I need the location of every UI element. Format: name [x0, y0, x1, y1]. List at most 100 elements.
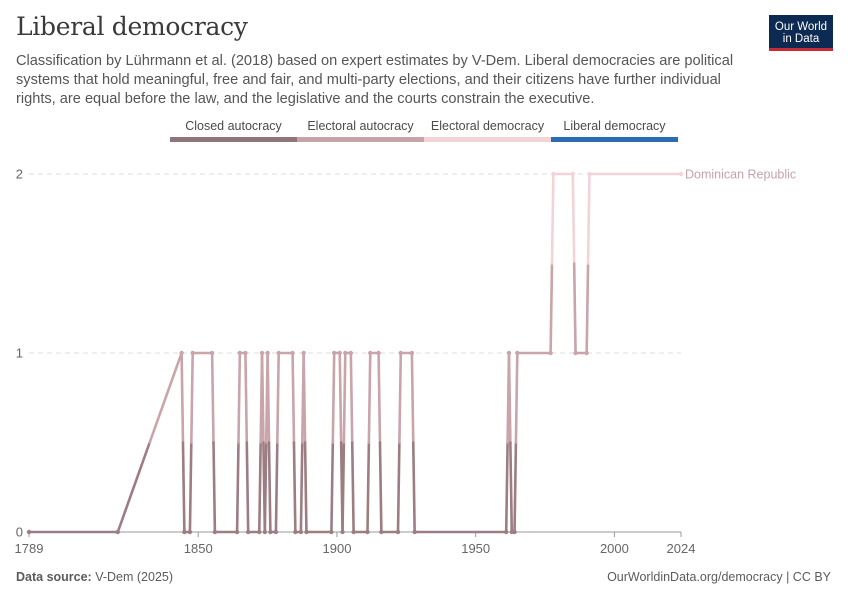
- data-point: [245, 529, 251, 535]
- series-segment: [377, 351, 382, 444]
- series-segment: [398, 351, 403, 444]
- legend-label: Closed autocracy: [185, 119, 282, 133]
- data-source: Data source: V-Dem (2025): [16, 570, 173, 584]
- data-point: [276, 350, 281, 356]
- legend-swatch: [170, 137, 297, 142]
- series-segment: [237, 351, 242, 444]
- series-segment: [572, 262, 577, 355]
- data-point: [179, 350, 184, 356]
- series-segment: [292, 441, 297, 534]
- series-segment: [367, 351, 372, 444]
- series-segment: [245, 441, 250, 534]
- data-point: [504, 529, 509, 535]
- data-point: [551, 171, 556, 177]
- data-point: [298, 529, 304, 535]
- logo-line-1: Our World: [774, 21, 828, 33]
- legend-item-closed-autocracy[interactable]: Closed autocracy: [170, 119, 297, 147]
- series-segment: [235, 441, 240, 534]
- legend-swatch: [551, 137, 678, 142]
- owid-logo[interactable]: Our World in Data: [769, 15, 833, 51]
- legend-item-electoral-democracy[interactable]: Electoral democracy: [424, 119, 551, 147]
- data-point: [343, 350, 348, 356]
- x-tick-label: 1850: [184, 541, 213, 556]
- series-segment: [514, 351, 519, 444]
- data-point: [262, 529, 268, 535]
- series-segment: [266, 351, 271, 444]
- data-point: [548, 350, 553, 356]
- series-segment: [116, 441, 151, 534]
- data-point: [570, 171, 575, 177]
- logo-line-2: in Data: [782, 33, 820, 45]
- series-segment: [585, 262, 590, 355]
- series-segment: [571, 172, 576, 265]
- data-point: [329, 529, 334, 535]
- data-point: [290, 350, 295, 356]
- series-segment: [291, 351, 296, 444]
- data-point: [237, 350, 243, 356]
- data-point: [293, 529, 298, 535]
- data-point: [412, 529, 417, 535]
- series-segment: [276, 351, 281, 444]
- data-point: [678, 171, 684, 177]
- y-tick-label: 0: [16, 525, 23, 540]
- data-point: [243, 350, 248, 356]
- series-segment: [410, 351, 415, 444]
- data-point: [190, 350, 195, 356]
- data-point: [348, 350, 354, 356]
- series-segment: [210, 351, 215, 444]
- data-source-link[interactable]: V-Dem (2025): [95, 570, 174, 584]
- x-tick-label: 1950: [461, 541, 490, 556]
- data-point: [340, 529, 345, 535]
- series-segment: [303, 441, 308, 534]
- chart-title: Liberal democracy: [16, 12, 248, 41]
- data-point: [512, 529, 517, 535]
- series-segment: [507, 351, 512, 444]
- series-label: Dominican Republic: [685, 168, 796, 182]
- series-segment: [342, 351, 347, 444]
- data-point: [395, 529, 401, 535]
- data-point: [234, 529, 240, 535]
- data-point: [265, 350, 270, 356]
- y-tick-label: 2: [16, 167, 23, 182]
- credit-link[interactable]: OurWorldinData.org/democracy | CC BY: [607, 570, 831, 584]
- data-point: [268, 529, 273, 535]
- data-point: [379, 529, 384, 535]
- data-point: [331, 350, 337, 356]
- series-segment: [331, 351, 336, 444]
- chart-subtitle: Classification by Lührmann et al. (2018)…: [16, 53, 734, 107]
- data-point: [376, 350, 381, 356]
- data-point: [304, 529, 309, 535]
- data-point: [515, 350, 520, 356]
- data-point: [337, 350, 342, 356]
- series-segment: [180, 351, 185, 444]
- series-segment: [212, 441, 217, 534]
- data-source-label: Data source:: [16, 570, 92, 584]
- data-point: [259, 350, 265, 356]
- legend-item-liberal-democracy[interactable]: Liberal democracy: [551, 119, 678, 147]
- series-dominican-republic: [26, 171, 684, 535]
- data-point: [182, 529, 187, 535]
- series-segment: [550, 172, 555, 265]
- series-segment: [190, 351, 194, 444]
- series-segment: [338, 351, 343, 444]
- series-segment: [267, 441, 272, 534]
- series-segment: [244, 351, 249, 444]
- series-segment: [509, 441, 514, 534]
- series-segment: [513, 441, 518, 534]
- series-segment: [263, 441, 268, 534]
- series-segment: [274, 441, 279, 534]
- series-segment: [504, 441, 509, 534]
- data-point: [273, 529, 279, 535]
- data-point: [257, 529, 262, 535]
- data-point: [409, 350, 415, 356]
- data-point: [587, 171, 592, 177]
- legend-item-electoral-autocracy[interactable]: Electoral autocracy: [297, 119, 424, 147]
- series-segment: [148, 351, 183, 444]
- x-tick-label: 2024: [667, 541, 696, 556]
- data-point: [301, 350, 306, 356]
- series-segment: [349, 351, 354, 444]
- series-segment: [586, 172, 591, 265]
- series-segment: [396, 441, 401, 534]
- series-segment: [330, 441, 335, 534]
